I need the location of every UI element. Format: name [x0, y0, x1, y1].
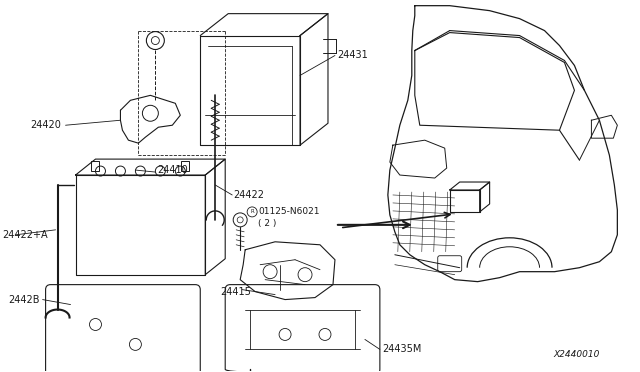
Text: X2440010: X2440010: [553, 350, 600, 359]
Text: R: R: [250, 209, 254, 214]
Text: 24431: 24431: [337, 51, 368, 61]
Text: 24422: 24422: [233, 190, 264, 200]
Text: 24410: 24410: [157, 165, 188, 175]
Text: 24420: 24420: [31, 120, 61, 130]
Text: 24415: 24415: [220, 286, 251, 296]
Bar: [181, 161, 189, 171]
Text: 24435M: 24435M: [382, 344, 421, 355]
Bar: [92, 161, 99, 171]
Text: ( 2 ): ( 2 ): [258, 219, 276, 228]
Text: 24422+A: 24422+A: [3, 230, 48, 240]
Text: 2442B: 2442B: [9, 295, 40, 305]
Text: 01125-N6021: 01125-N6021: [258, 208, 319, 217]
